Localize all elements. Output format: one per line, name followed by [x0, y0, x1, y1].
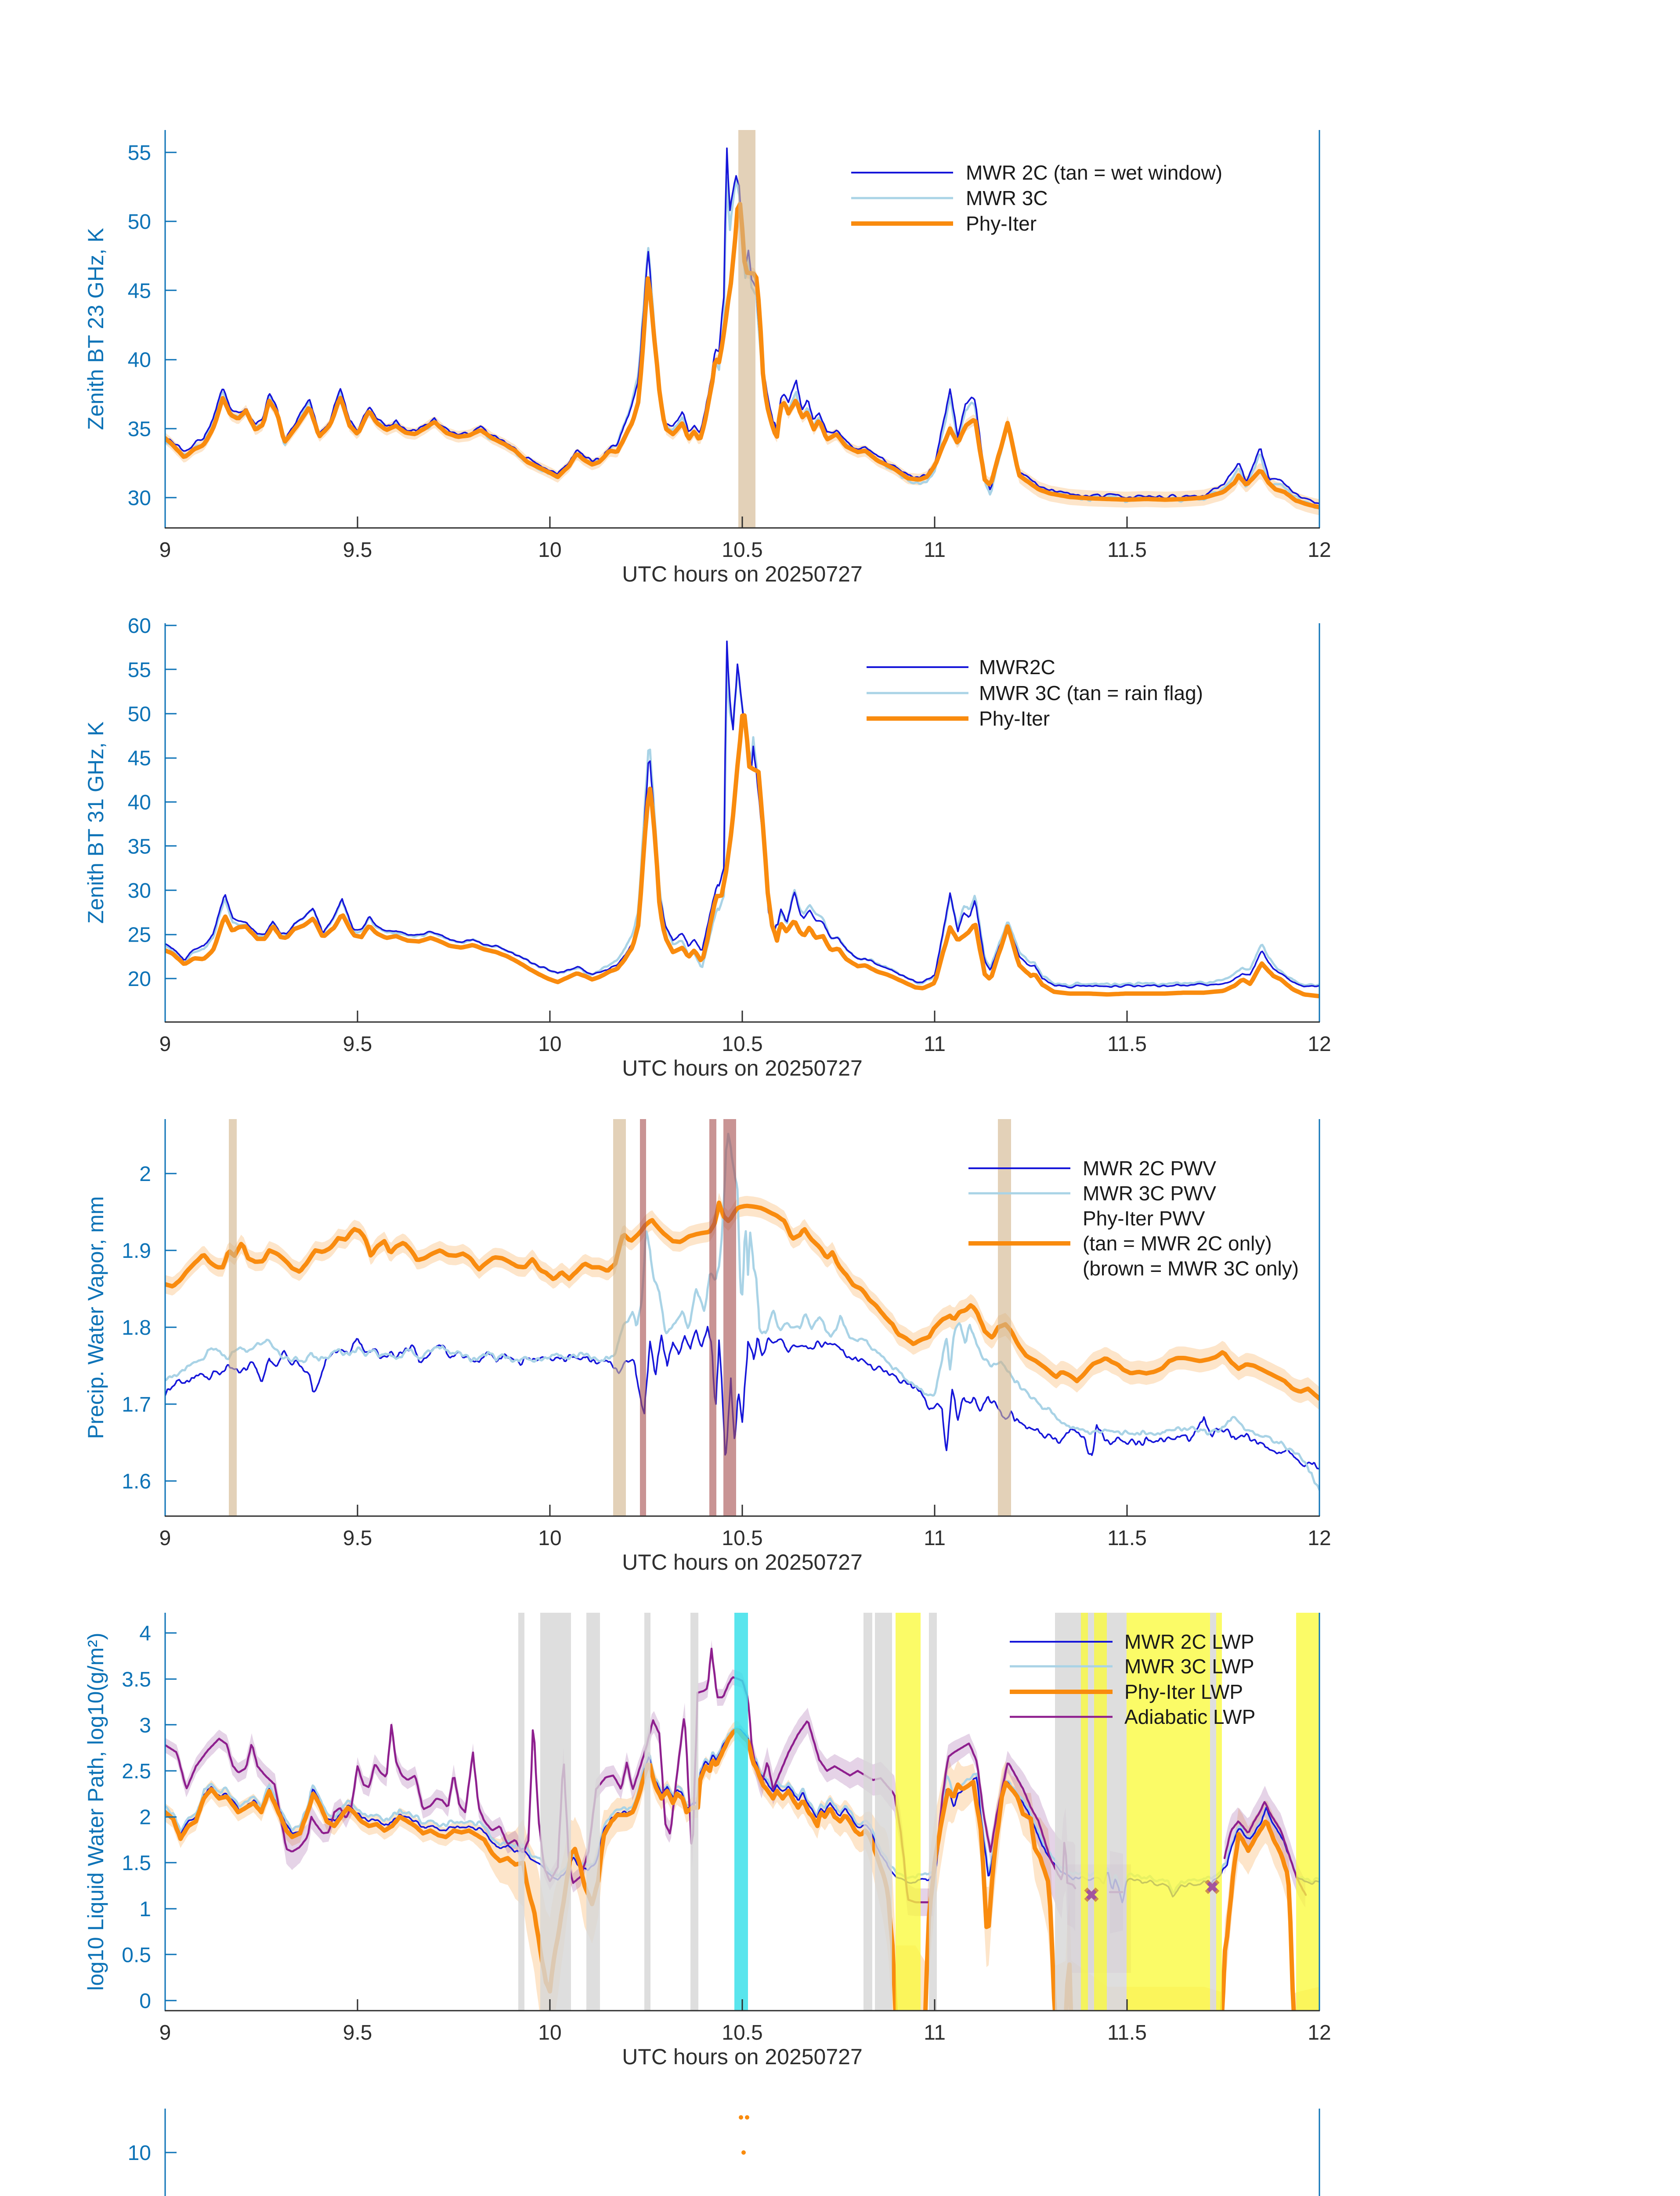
svg-text:40: 40: [128, 791, 151, 814]
svg-text:11: 11: [924, 1033, 946, 1056]
svg-text:UTC hours on 20250727: UTC hours on 20250727: [622, 1550, 863, 1575]
svg-text:MWR 2C (tan = wet window): MWR 2C (tan = wet window): [966, 161, 1222, 184]
svg-text:60: 60: [128, 614, 151, 638]
svg-text:11.5: 11.5: [1107, 1527, 1147, 1550]
svg-text:MWR 3C (tan = rain flag): MWR 3C (tan = rain flag): [979, 682, 1203, 704]
svg-text:9.5: 9.5: [343, 538, 372, 562]
svg-text:Precip. Water Vapor, mm: Precip. Water Vapor, mm: [83, 1196, 108, 1439]
svg-text:9: 9: [159, 1033, 171, 1056]
svg-text:0: 0: [139, 1990, 151, 2013]
svg-text:9.5: 9.5: [343, 2021, 372, 2044]
svg-text:1.7: 1.7: [122, 1393, 151, 1416]
svg-text:30: 30: [128, 879, 151, 903]
svg-text:Phy-Iter: Phy-Iter: [979, 707, 1050, 730]
svg-text:log10 Liquid Water Path, log10: log10 Liquid Water Path, log10(g/m²): [83, 1633, 108, 1990]
svg-text:10: 10: [538, 2021, 561, 2044]
svg-text:Zenith BT 31 GHz, K: Zenith BT 31 GHz, K: [83, 722, 108, 924]
svg-text:12: 12: [1308, 1033, 1331, 1056]
svg-text:10.5: 10.5: [722, 1527, 762, 1550]
svg-text:Phy-Iter LWP: Phy-Iter LWP: [1124, 1680, 1243, 1703]
svg-text:2: 2: [139, 1163, 151, 1186]
svg-text:11.5: 11.5: [1107, 2021, 1147, 2044]
svg-text:MWR 3C PWV: MWR 3C PWV: [1083, 1182, 1216, 1205]
svg-text:11.5: 11.5: [1107, 1033, 1147, 1056]
svg-text:10: 10: [538, 538, 561, 562]
svg-text:10: 10: [538, 1527, 561, 1550]
svg-text:MWR 3C: MWR 3C: [966, 187, 1048, 209]
svg-text:(tan = MWR 2C only): (tan = MWR 2C only): [1083, 1232, 1272, 1255]
svg-text:11: 11: [924, 1527, 946, 1550]
svg-text:11: 11: [924, 538, 946, 562]
svg-text:50: 50: [128, 703, 151, 726]
svg-text:MWR 2C PWV: MWR 2C PWV: [1083, 1157, 1216, 1180]
svg-text:Adiabatic LWP: Adiabatic LWP: [1124, 1705, 1255, 1728]
svg-text:10.5: 10.5: [722, 1033, 762, 1056]
svg-text:4: 4: [139, 1622, 151, 1645]
svg-text:35: 35: [128, 835, 151, 859]
svg-text:Phy-Iter PWV: Phy-Iter PWV: [1083, 1207, 1205, 1230]
svg-text:12: 12: [1308, 1527, 1331, 1550]
svg-text:35: 35: [128, 418, 151, 441]
svg-text:(brown = MWR 3C only): (brown = MWR 3C only): [1083, 1257, 1299, 1280]
svg-text:12: 12: [1308, 2021, 1331, 2044]
svg-text:MWR 2C LWP: MWR 2C LWP: [1124, 1630, 1254, 1653]
svg-text:45: 45: [128, 747, 151, 770]
svg-text:1.8: 1.8: [122, 1316, 151, 1340]
svg-text:55: 55: [128, 659, 151, 682]
svg-text:40: 40: [128, 349, 151, 372]
svg-text:1.6: 1.6: [122, 1470, 151, 1493]
svg-text:1.9: 1.9: [122, 1239, 151, 1263]
svg-text:Zenith BT 23 GHz, K: Zenith BT 23 GHz, K: [83, 228, 108, 430]
svg-text:45: 45: [128, 279, 151, 303]
svg-text:25: 25: [128, 924, 151, 947]
svg-text:11: 11: [924, 2021, 946, 2044]
svg-text:10.5: 10.5: [722, 2021, 762, 2044]
svg-text:UTC hours on 20250727: UTC hours on 20250727: [622, 1056, 863, 1080]
svg-text:UTC hours on 20250727: UTC hours on 20250727: [622, 2044, 863, 2069]
svg-text:9.5: 9.5: [343, 1527, 372, 1550]
svg-text:0.5: 0.5: [122, 1943, 151, 1967]
svg-text:50: 50: [128, 210, 151, 234]
svg-text:1.5: 1.5: [122, 1852, 151, 1875]
svg-text:10: 10: [128, 2142, 151, 2165]
svg-text:UTC hours on 20250727: UTC hours on 20250727: [622, 562, 863, 586]
svg-text:9: 9: [159, 538, 171, 562]
svg-text:12: 12: [1308, 538, 1331, 562]
svg-text:9: 9: [159, 1527, 171, 1550]
svg-text:10: 10: [538, 1033, 561, 1056]
svg-text:55: 55: [128, 141, 151, 165]
svg-text:Phy-Iter: Phy-Iter: [966, 212, 1037, 235]
svg-text:3.5: 3.5: [122, 1668, 151, 1691]
svg-text:2: 2: [139, 1806, 151, 1829]
svg-text:9: 9: [159, 2021, 171, 2044]
svg-text:20: 20: [128, 968, 151, 991]
svg-text:11.5: 11.5: [1107, 538, 1147, 562]
svg-text:10.5: 10.5: [722, 538, 762, 562]
svg-text:2.5: 2.5: [122, 1760, 151, 1783]
svg-text:3: 3: [139, 1714, 151, 1737]
svg-text:1: 1: [139, 1898, 151, 1921]
svg-text:9.5: 9.5: [343, 1033, 372, 1056]
svg-text:MWR2C: MWR2C: [979, 656, 1055, 679]
svg-text:30: 30: [128, 487, 151, 510]
svg-text:MWR 3C LWP: MWR 3C LWP: [1124, 1655, 1254, 1678]
